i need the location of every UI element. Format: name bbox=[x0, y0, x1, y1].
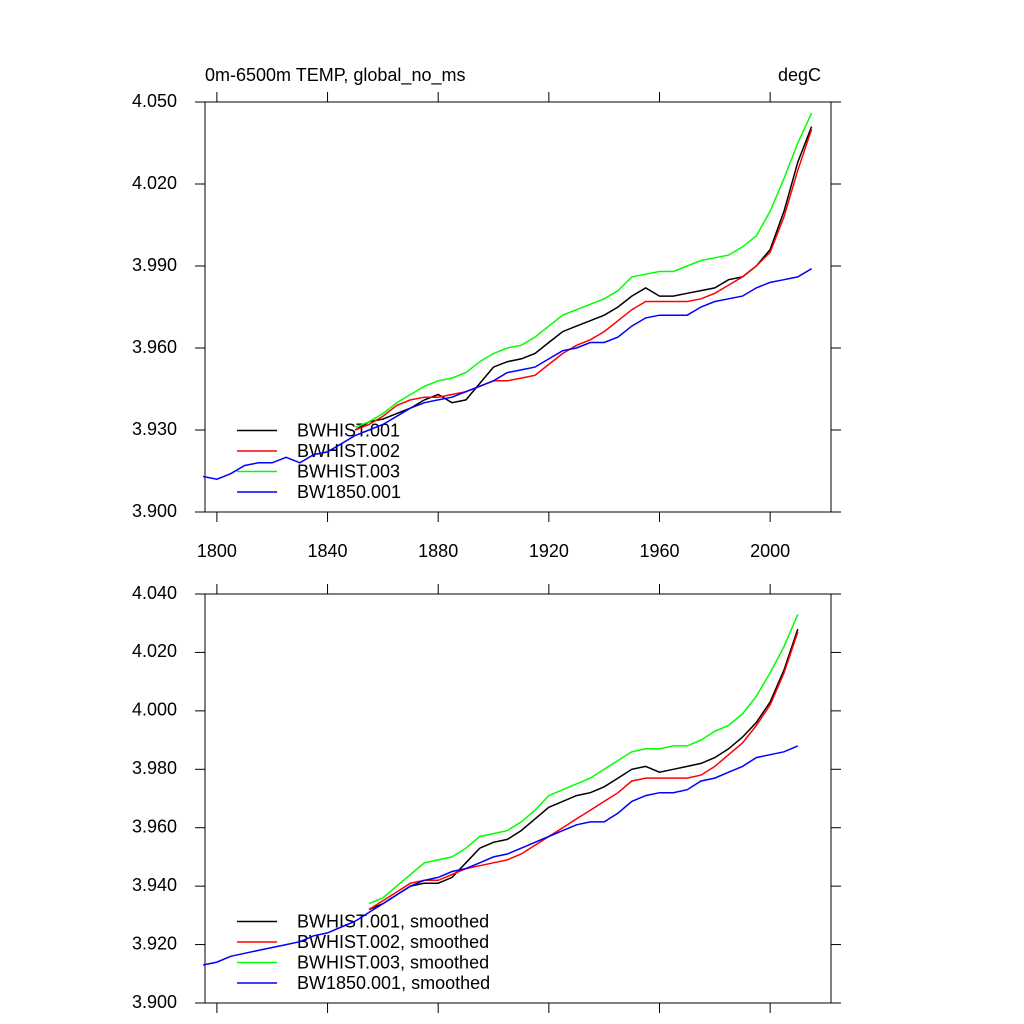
legend-label: BWHIST.001 bbox=[297, 420, 400, 440]
legend-label: BWHIST.002, smoothed bbox=[297, 932, 489, 952]
chart-title: 0m-6500m TEMP, global_no_ms bbox=[205, 65, 465, 86]
y-tick-label: 3.930 bbox=[132, 419, 177, 439]
series-line bbox=[202, 268, 812, 480]
y-tick-label: 3.920 bbox=[132, 933, 177, 953]
series-line bbox=[354, 112, 813, 428]
series-line bbox=[354, 129, 813, 431]
legend-label: BWHIST.003, smoothed bbox=[297, 952, 489, 972]
x-tick-label: 1920 bbox=[529, 541, 569, 561]
series-line bbox=[368, 631, 799, 911]
x-tick-label: 1840 bbox=[308, 541, 348, 561]
y-tick-label: 4.020 bbox=[132, 641, 177, 661]
y-tick-label: 3.900 bbox=[132, 501, 177, 521]
plot-frame bbox=[204, 101, 832, 513]
x-tick-label: 1800 bbox=[197, 541, 237, 561]
units-label: degC bbox=[778, 65, 821, 85]
y-tick-label: 3.940 bbox=[132, 875, 177, 895]
series-line bbox=[202, 745, 799, 966]
series-line bbox=[368, 628, 799, 911]
y-tick-label: 3.960 bbox=[132, 337, 177, 357]
legend-label: BWHIST.001, smoothed bbox=[297, 911, 489, 931]
y-tick-label: 4.020 bbox=[132, 173, 177, 193]
legend-label: BW1850.001, smoothed bbox=[297, 973, 490, 993]
y-tick-label: 4.000 bbox=[132, 700, 177, 720]
plot-frame bbox=[204, 593, 832, 1004]
y-tick-label: 3.990 bbox=[132, 255, 177, 275]
series-line bbox=[368, 614, 799, 905]
x-tick-label: 1880 bbox=[418, 541, 458, 561]
x-tick-label: 1960 bbox=[639, 541, 679, 561]
legend-label: BW1850.001 bbox=[297, 482, 401, 502]
legend-label: BWHIST.003 bbox=[297, 461, 400, 481]
legend-label: BWHIST.002 bbox=[297, 441, 400, 461]
y-tick-label: 4.050 bbox=[132, 91, 177, 111]
y-tick-label: 3.900 bbox=[132, 992, 177, 1012]
y-tick-label: 3.980 bbox=[132, 758, 177, 778]
y-tick-label: 3.960 bbox=[132, 816, 177, 836]
series-line bbox=[354, 126, 813, 431]
x-tick-label: 2000 bbox=[750, 541, 790, 561]
y-tick-label: 4.040 bbox=[132, 583, 177, 603]
